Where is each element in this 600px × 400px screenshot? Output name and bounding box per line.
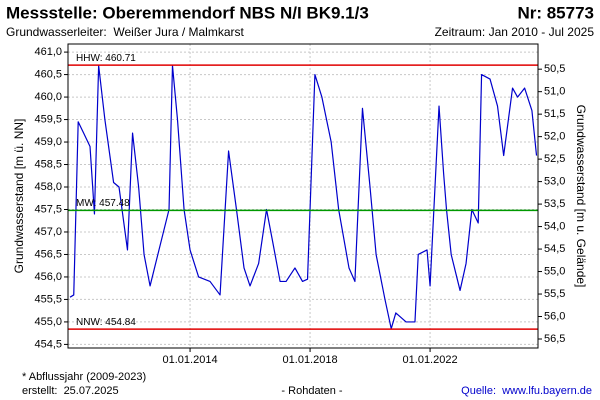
y2-tick-label: 50,5: [544, 63, 565, 75]
y2-tick-label: 53,0: [544, 176, 565, 188]
y2-tick-label: 56,5: [544, 333, 565, 345]
station-number: Nr: 85773: [517, 3, 594, 22]
y2-tick-label: 56,0: [544, 310, 565, 322]
footnote: * Abflussjahr (2009-2023): [22, 371, 146, 383]
y-tick-label: 461,0: [34, 46, 62, 58]
created-date: erstellt: 25.07.2025: [22, 385, 119, 397]
y-tick-label: 458,0: [34, 181, 62, 193]
y2-tick-label: 54,5: [544, 243, 565, 255]
y-tick-label: 456,5: [34, 248, 62, 260]
y-tick-label: 457,5: [34, 203, 62, 215]
plot-frame: [67, 43, 539, 349]
reference-label: MW: 457.48: [76, 198, 130, 209]
period: Zeitraum: Jan 2010 - Jul 2025: [435, 25, 595, 39]
y-tick-label: 455,0: [34, 316, 62, 328]
data-line: [69, 64, 538, 330]
x-tick-label: 01.01.2022: [403, 354, 458, 366]
y-tick-label: 454,5: [34, 338, 62, 350]
x-tick-label: 01.01.2018: [283, 354, 338, 366]
y2-tick-label: 51,5: [544, 108, 565, 120]
y-axis-label: Grundwasserstand [m ü. NN]: [12, 119, 26, 274]
y-tick-label: 456,0: [34, 271, 62, 283]
y2-tick-label: 51,0: [544, 86, 565, 98]
y-tick-label: 455,5: [34, 293, 62, 305]
subtitle: Grundwasserleiter: Weißer Jura / Malmkar…: [6, 25, 245, 39]
y-tick-label: 460,0: [34, 91, 62, 103]
y2-tick-label: 52,5: [544, 153, 565, 165]
source-link[interactable]: Quelle: www.lfu.bayern.de: [461, 385, 592, 397]
y-tick-label: 459,5: [34, 113, 62, 125]
y2-tick-label: 54,0: [544, 220, 565, 232]
y-tick-label: 460,5: [34, 68, 62, 80]
y2-axis-label: Grundwasserstand [m u. Gelände]: [574, 105, 588, 288]
reference-label: HHW: 460.71: [76, 53, 136, 64]
y-tick-label: 458,5: [34, 158, 62, 170]
y2-tick-label: 53,5: [544, 198, 565, 210]
y-tick-label: 457,0: [34, 226, 62, 238]
reference-label: NNW: 454.84: [76, 317, 136, 328]
y2-tick-label: 55,5: [544, 288, 565, 300]
y2-tick-label: 52,0: [544, 131, 565, 143]
y2-tick-label: 55,0: [544, 265, 565, 277]
x-tick-label: 01.01.2014: [163, 354, 218, 366]
raw-data-note: - Rohdaten -: [281, 385, 342, 397]
y-tick-label: 459,0: [34, 136, 62, 148]
chart-title: Messstelle: Oberemmendorf NBS N/I BK9.1/…: [6, 3, 369, 22]
